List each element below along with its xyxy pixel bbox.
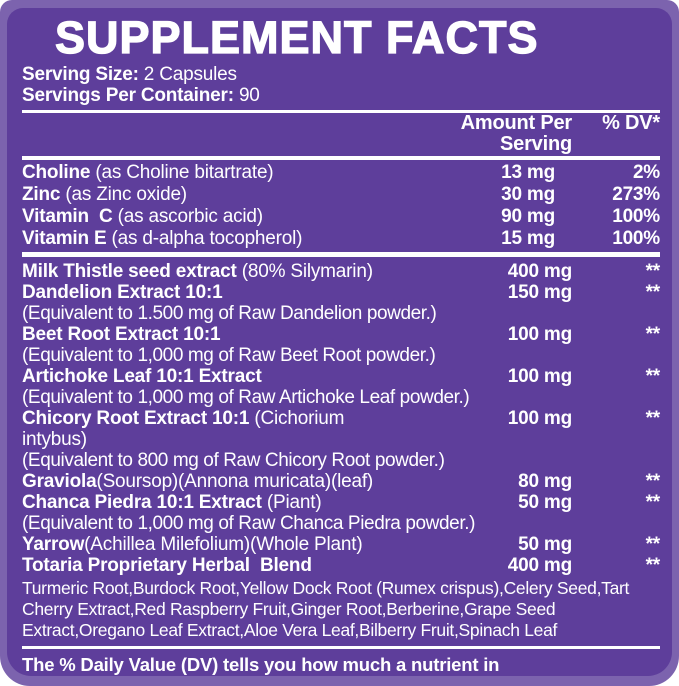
table-row: Chicory Root Extract 10:1 (Cichorium int… — [22, 408, 660, 450]
supplement-facts-panel: SUPPLEMENT FACTS Serving Size: 2 Capsule… — [7, 8, 672, 676]
table-row: Dandelion Extract 10:1 150 mg ** — [22, 282, 660, 303]
table-row: Graviola(Soursop)(Annona muricata)(leaf)… — [22, 471, 660, 492]
amount-cell: 100 mg — [507, 324, 572, 345]
divider — [22, 252, 660, 257]
equivalent-note: (Equivalent to 1,000 mg of Raw Beet Root… — [22, 345, 436, 366]
dv-cell: 100% — [612, 228, 660, 249]
serving-size-line: Serving Size: 2 Capsules — [22, 64, 660, 85]
table-row: Artichoke Leaf 10:1 Extract 100 mg ** — [22, 366, 660, 387]
amount-cell: 100 mg — [507, 408, 572, 429]
table-header-row: Amount Per Serving % DV* — [22, 112, 661, 155]
divider — [22, 646, 660, 649]
amount-cell: 400 mg — [507, 555, 572, 576]
equivalent-note: (Equivalent to 1.500 mg of Raw Dandelion… — [22, 303, 437, 324]
amount-cell: 13 mg — [501, 162, 555, 183]
dv-cell: 273% — [612, 184, 660, 205]
herbals-section: Milk Thistle seed extract (80% Silymarin… — [22, 261, 660, 576]
table-row: Vitamin C (as ascorbic acid) 90 mg 100% — [22, 206, 660, 227]
amount-cell: 50 mg — [518, 492, 572, 513]
dv-cell: ** — [645, 324, 661, 345]
dv-cell: ** — [645, 471, 661, 492]
dv-cell: ** — [645, 555, 661, 576]
dv-cell: 2% — [632, 162, 660, 183]
table-row: Milk Thistle seed extract (80% Silymarin… — [22, 261, 660, 282]
amount-cell: 30 mg — [501, 184, 555, 205]
table-row: Zinc (as Zinc oxide) 30 mg 273% — [22, 184, 660, 205]
dv-cell: ** — [645, 534, 661, 555]
dv-cell: ** — [645, 282, 661, 303]
divider — [22, 110, 660, 113]
servings-per-container-line: Servings Per Container: 90 — [22, 85, 660, 106]
dv-cell: ** — [645, 261, 661, 282]
amount-column-header: Amount Per Serving — [460, 112, 573, 155]
amount-cell: 400 mg — [507, 261, 572, 282]
table-row: Vitamin E (as d-alpha tocopherol) 15 mg … — [22, 228, 660, 249]
serving-size-label: Serving Size: — [22, 64, 139, 85]
daily-value-footnote: The % Daily Value (DV) tells you how muc… — [22, 654, 638, 676]
amount-cell: 90 mg — [501, 206, 555, 227]
servings-per-container-value: 90 — [233, 85, 260, 106]
equivalent-note: (Equivalent to 1,000 mg of Raw Artichoke… — [22, 387, 470, 408]
vitamins-section: Choline (as Choline bitartrate) 13 mg 2%… — [22, 162, 660, 250]
dv-cell: ** — [645, 366, 661, 387]
table-row: Chanca Piedra 10:1 Extract (Piant) 50 mg… — [22, 492, 660, 513]
amount-cell: 80 mg — [518, 471, 572, 492]
dv-column-header: % DV* — [602, 112, 660, 134]
table-row: Yarrow(Achillea Milefolium)(Whole Plant)… — [22, 534, 660, 555]
amount-cell: 150 mg — [507, 282, 572, 303]
equivalent-note: (Equivalent to 800 mg of Raw Chicory Roo… — [22, 450, 445, 471]
serving-size-value: 2 Capsules — [138, 64, 237, 85]
proprietary-blend-ingredients: Turmeric Root,Burdock Root,Yellow Dock R… — [22, 578, 630, 640]
table-row: Choline (as Choline bitartrate) 13 mg 2% — [22, 162, 660, 183]
dv-cell: 100% — [612, 206, 660, 227]
dv-cell: ** — [645, 492, 661, 513]
table-row: Beet Root Extract 10:1 100 mg ** — [22, 324, 660, 345]
amount-cell: 100 mg — [507, 366, 572, 387]
equivalent-note: (Equivalent to 1,000 mg of Raw Chanca Pi… — [22, 513, 476, 534]
servings-per-container-label: Servings Per Container: — [22, 85, 234, 106]
dv-cell: ** — [645, 408, 661, 429]
amount-cell: 15 mg — [501, 228, 555, 249]
page-title: SUPPLEMENT FACTS — [54, 12, 539, 63]
divider — [22, 156, 660, 160]
amount-cell: 50 mg — [518, 534, 572, 555]
table-row: Totaria Proprietary Herbal Blend 400 mg … — [22, 555, 660, 576]
